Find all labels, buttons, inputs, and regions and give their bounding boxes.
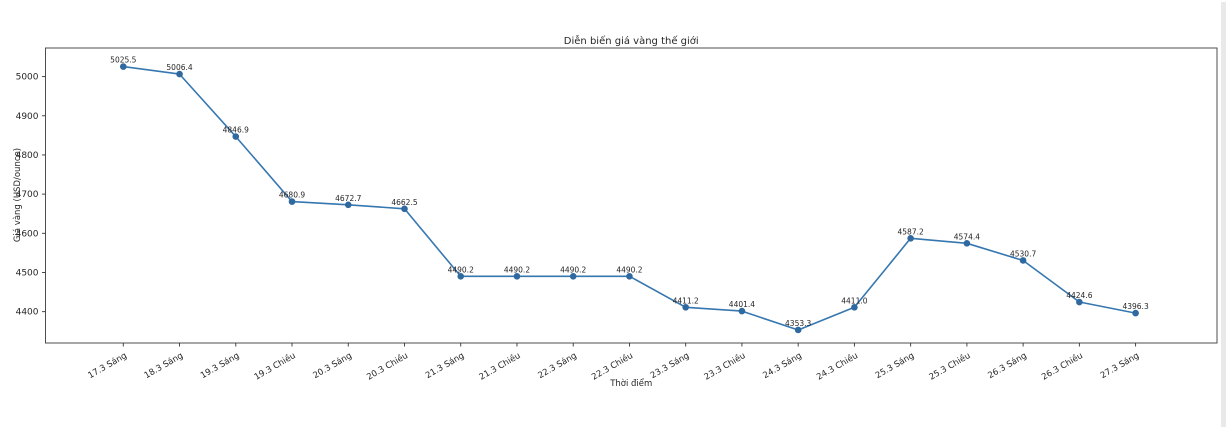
y-tick-label: 4700 xyxy=(16,190,39,200)
x-tick-label: 19.3 Sáng xyxy=(199,351,241,381)
data-point-label: 4424.6 xyxy=(1066,291,1092,300)
x-tick-label: 26.3 Sáng xyxy=(986,351,1028,381)
x-tick-label: 20.3 Sáng xyxy=(312,351,354,381)
plot-border xyxy=(45,47,1218,344)
data-point-marker xyxy=(851,304,858,311)
data-point-marker xyxy=(738,307,746,315)
data-point-label: 4411.2 xyxy=(673,296,699,305)
data-point-marker xyxy=(232,133,240,140)
chart-title: Diễn biến giá vàng thế giới xyxy=(564,34,699,47)
data-point-label: 4587.2 xyxy=(898,227,924,236)
y-axis-label: Giá vàng (USD/ounce) xyxy=(13,148,23,242)
data-point-marker xyxy=(1019,257,1027,264)
data-point-label: 4490.2 xyxy=(448,265,474,274)
x-tick-label: 21.3 Chiều xyxy=(477,350,522,382)
x-tick-label: 23.3 Sáng xyxy=(649,351,691,381)
data-point-label: 4680.9 xyxy=(279,191,305,200)
y-tick-label: 4800 xyxy=(16,151,39,161)
data-point-marker xyxy=(176,70,183,78)
data-point-label: 4490.2 xyxy=(560,265,586,274)
x-tick-label: 24.3 Sáng xyxy=(761,351,803,381)
x-tick-label: 22.3 Chiều xyxy=(590,350,635,382)
data-point-label: 4396.3 xyxy=(1122,302,1148,311)
y-tick-label: 5000 xyxy=(16,73,39,83)
x-tick-label: 26.3 Chiều xyxy=(1040,350,1085,382)
data-point-marker xyxy=(513,273,521,280)
data-point-label: 4411.0 xyxy=(841,296,867,305)
x-tick-label: 25.3 Chiều xyxy=(927,350,972,382)
data-point-label: 4672.7 xyxy=(335,194,361,203)
data-point-label: 4401.4 xyxy=(729,300,755,309)
data-point-label: 4490.2 xyxy=(616,265,642,274)
data-point-label: 4662.5 xyxy=(391,198,417,207)
x-tick-label: 27.3 Sáng xyxy=(1099,351,1141,381)
data-point-label: 4490.2 xyxy=(504,265,530,274)
x-tick-label: 23.3 Chiều xyxy=(702,350,747,382)
data-point-label: 4530.7 xyxy=(1010,249,1036,258)
price-line xyxy=(123,65,1136,331)
data-point-marker xyxy=(963,240,971,247)
data-point-marker xyxy=(401,205,408,213)
container-right-edge xyxy=(1221,2,1226,427)
data-point-label: 5006.4 xyxy=(166,63,192,72)
y-tick-label: 4900 xyxy=(16,112,39,122)
y-tick-label: 4400 xyxy=(16,308,39,318)
x-tick-label: 22.3 Sáng xyxy=(536,351,578,381)
data-point-label: 5025.5 xyxy=(110,56,136,65)
data-point-label: 4846.9 xyxy=(223,126,249,135)
x-tick-label: 24.3 Chiều xyxy=(815,350,860,382)
data-point-marker xyxy=(288,198,296,205)
data-point-marker xyxy=(344,201,352,209)
data-point-marker xyxy=(1132,309,1139,317)
data-point-marker xyxy=(626,273,633,280)
data-point-marker xyxy=(794,326,802,334)
y-tick-label: 4600 xyxy=(16,229,39,239)
x-tick-label: 25.3 Sáng xyxy=(874,351,916,381)
x-tick-label: 21.3 Sáng xyxy=(424,351,466,381)
data-point-marker xyxy=(907,235,914,242)
x-axis-label: Thời điểm xyxy=(609,378,652,389)
x-tick-label: 17.3 Sáng xyxy=(87,351,129,381)
data-point-label: 4353.3 xyxy=(785,319,811,328)
data-point-marker xyxy=(682,303,689,311)
data-point-marker xyxy=(120,63,127,70)
x-tick-label: 19.3 Chiều xyxy=(252,350,297,382)
x-tick-label: 20.3 Chiều xyxy=(365,350,410,382)
x-tick-label: 18.3 Sáng xyxy=(143,351,185,381)
data-point-marker xyxy=(457,273,465,280)
y-tick-label: 4500 xyxy=(16,268,39,278)
data-point-marker xyxy=(569,273,577,280)
data-point-marker xyxy=(1076,298,1083,306)
data-point-label: 4574.4 xyxy=(954,232,980,241)
